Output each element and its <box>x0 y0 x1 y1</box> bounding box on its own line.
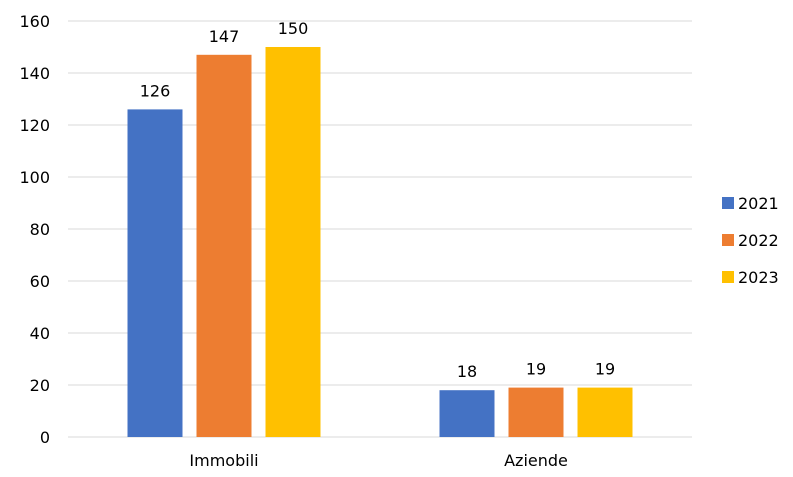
bar-2023-immobili <box>265 47 321 437</box>
y-tick-label: 60 <box>30 272 50 291</box>
y-tick-label: 40 <box>30 324 50 343</box>
data-label: 19 <box>595 360 615 379</box>
data-label: 150 <box>278 19 309 38</box>
legend-label: 2022 <box>738 231 779 250</box>
legend-swatch <box>722 197 734 209</box>
x-axis-tick-labels: Immobili Aziende <box>189 451 567 470</box>
legend: 2021 2022 2023 <box>722 194 779 287</box>
legend-swatch <box>722 271 734 283</box>
data-label: 126 <box>140 81 171 100</box>
data-label: 19 <box>526 360 546 379</box>
y-tick-label: 160 <box>19 12 50 31</box>
y-tick-label: 20 <box>30 376 50 395</box>
x-tick-label: Immobili <box>189 451 258 470</box>
bar-2022-aziende <box>508 387 564 437</box>
legend-label: 2023 <box>738 268 779 287</box>
x-tick-label: Aziende <box>504 451 568 470</box>
data-label: 147 <box>209 27 240 46</box>
legend-swatch <box>722 234 734 246</box>
legend-label: 2021 <box>738 194 779 213</box>
bar-2021-immobili <box>127 109 183 438</box>
data-label: 18 <box>457 362 477 381</box>
y-tick-label: 140 <box>19 64 50 83</box>
bar-2022-immobili <box>196 54 252 438</box>
bars <box>127 47 633 438</box>
bar-2021-aziende <box>439 390 495 437</box>
y-tick-label: 120 <box>19 116 50 135</box>
bar-2023-aziende <box>577 387 633 437</box>
data-labels: 126 147 150 18 19 19 <box>140 19 615 381</box>
y-tick-label: 100 <box>19 168 50 187</box>
y-tick-label: 80 <box>30 220 50 239</box>
y-tick-label: 0 <box>40 428 50 447</box>
y-axis-tick-labels: 0 20 40 60 80 100 120 140 160 <box>19 12 50 447</box>
